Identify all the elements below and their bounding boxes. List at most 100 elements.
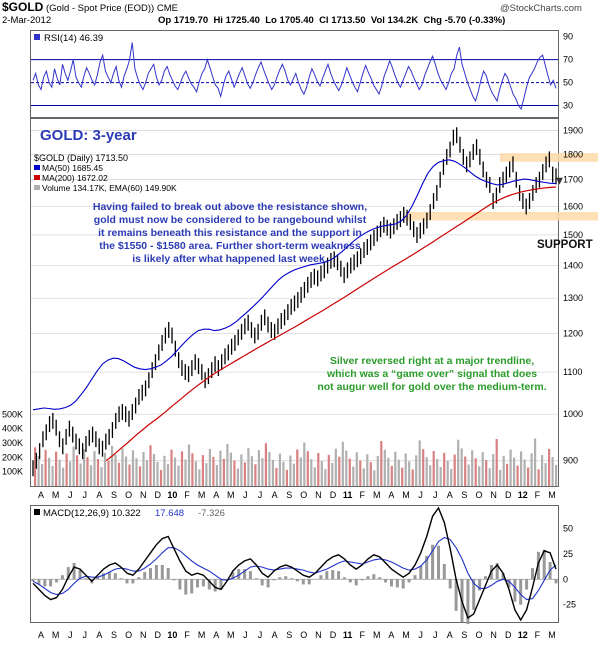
volume-bar (506, 463, 509, 486)
macd-histogram-bar (342, 577, 346, 580)
x-axis-month-label: A (447, 490, 453, 500)
volume-bar (313, 467, 316, 486)
x-axis-month-label: S (111, 630, 117, 640)
macd-histogram-bar (125, 579, 129, 584)
macd-histogram-bar (154, 565, 158, 580)
rsi-legend-label: RSI(14) 46.39 (44, 33, 103, 44)
x-axis-month-label: J (83, 490, 88, 500)
macd-histogram-bar (166, 568, 170, 580)
macd-tick-label: 0 (563, 574, 568, 584)
x-axis-month-label: J (258, 490, 263, 500)
macd-histogram-bar (554, 579, 558, 584)
volume-bar (215, 465, 218, 486)
volume-bar (352, 466, 355, 486)
x-axis-month-label: M (227, 630, 235, 640)
volume-bar (65, 453, 68, 486)
volume-bar (408, 461, 411, 486)
chart-date: 2-Mar-2012 (2, 15, 51, 26)
x-axis-month-label: J (433, 630, 438, 640)
price-tick-label: 1100 (563, 367, 582, 377)
macd-histogram-bar (360, 579, 364, 581)
volume-bar (446, 460, 449, 486)
volume-bar (474, 458, 477, 486)
price-tick-label: 1300 (563, 293, 583, 303)
price-tick-label: 1400 (563, 260, 583, 270)
volume-bar (250, 456, 253, 486)
macd-tick-label: -25 (563, 600, 576, 610)
x-axis-month-label: M (198, 490, 206, 500)
macd-histogram-bar (266, 579, 270, 588)
x-axis-month-label: M (52, 490, 60, 500)
x-axis-month-label: S (286, 490, 292, 500)
volume-bar (537, 469, 540, 486)
volume-bar (422, 449, 425, 486)
macd-histogram-bar (495, 563, 499, 580)
macd-histogram-bar (301, 579, 305, 585)
rsi-layer: 90 70 50 30 (31, 32, 573, 111)
macd-histogram-bar (519, 579, 523, 605)
support-band (405, 211, 598, 221)
volume-bar (376, 456, 379, 486)
volume-bar (138, 466, 142, 486)
macd-histogram-bar (507, 579, 511, 588)
macd-histogram-bar (354, 579, 358, 586)
macd-histogram-bar (454, 579, 458, 611)
volume-bar (516, 465, 519, 486)
volume-bar (320, 461, 323, 486)
volume-bar (233, 460, 236, 486)
rsi-panel-frame (30, 30, 559, 118)
volume-bar (404, 453, 407, 486)
support-label: SUPPORT (537, 239, 593, 251)
price-tick-label: 1700 (563, 175, 583, 185)
price-tick-label: 1900 (563, 125, 583, 135)
volume-bar (152, 454, 156, 486)
volume-bar (296, 449, 299, 486)
volume-bar (471, 450, 474, 486)
x-axis-month-label: J (68, 490, 73, 500)
x-axis-month-label: J (68, 630, 73, 640)
x-axis-month-label: N (490, 630, 497, 640)
x-axis-month-label: D (505, 630, 512, 640)
legend-gold: $GOLD (Daily) 1713.50 (34, 153, 128, 163)
volume-tick-label: 300K (2, 438, 23, 448)
macd-histogram-bar (107, 572, 111, 580)
volume-bar (131, 450, 135, 486)
volume-bar (369, 462, 372, 486)
volume-bar (236, 468, 239, 486)
macd-legend-swatch (34, 509, 40, 515)
volume-bar (418, 440, 421, 486)
macd-histogram-bar (248, 571, 252, 580)
x-axis-month-label: F (184, 490, 190, 500)
volume-bar (450, 468, 453, 486)
x-axis-month-label: A (388, 630, 394, 640)
volume-bar (509, 449, 512, 486)
x-axis-month-label: F (359, 490, 365, 500)
x-axis-month-label: M (373, 490, 381, 500)
macd-histogram-bar (466, 579, 470, 625)
volume-bar (173, 457, 177, 486)
ma200-line (105, 186, 557, 462)
macd-histogram-bar (419, 566, 423, 580)
macd-histogram-bar (290, 578, 294, 580)
volume-bar (55, 451, 58, 486)
macd-histogram-bar (448, 579, 452, 589)
x-axis-month-label: 10 (167, 630, 177, 640)
x-axis-month-label: O (125, 490, 132, 500)
x-axis-month-label: A (213, 630, 219, 640)
x-axis-month-label: J (418, 630, 423, 640)
x-axis-month-label: D (155, 490, 162, 500)
note-line: is likely after what happened last week. (132, 253, 328, 265)
volume-bar (373, 470, 376, 486)
volume-bar (166, 463, 170, 486)
volume-bar (317, 453, 320, 486)
volume-bar (285, 469, 288, 486)
macd-histogram-bar (119, 578, 123, 580)
volume-bar (72, 446, 75, 486)
volume-bar (499, 470, 502, 486)
macd-histogram-bar (137, 577, 141, 580)
volume-bar (100, 467, 103, 486)
x-axis-month-label: O (475, 490, 482, 500)
volume-bar (247, 448, 250, 486)
macd-panel-frame (30, 505, 559, 623)
